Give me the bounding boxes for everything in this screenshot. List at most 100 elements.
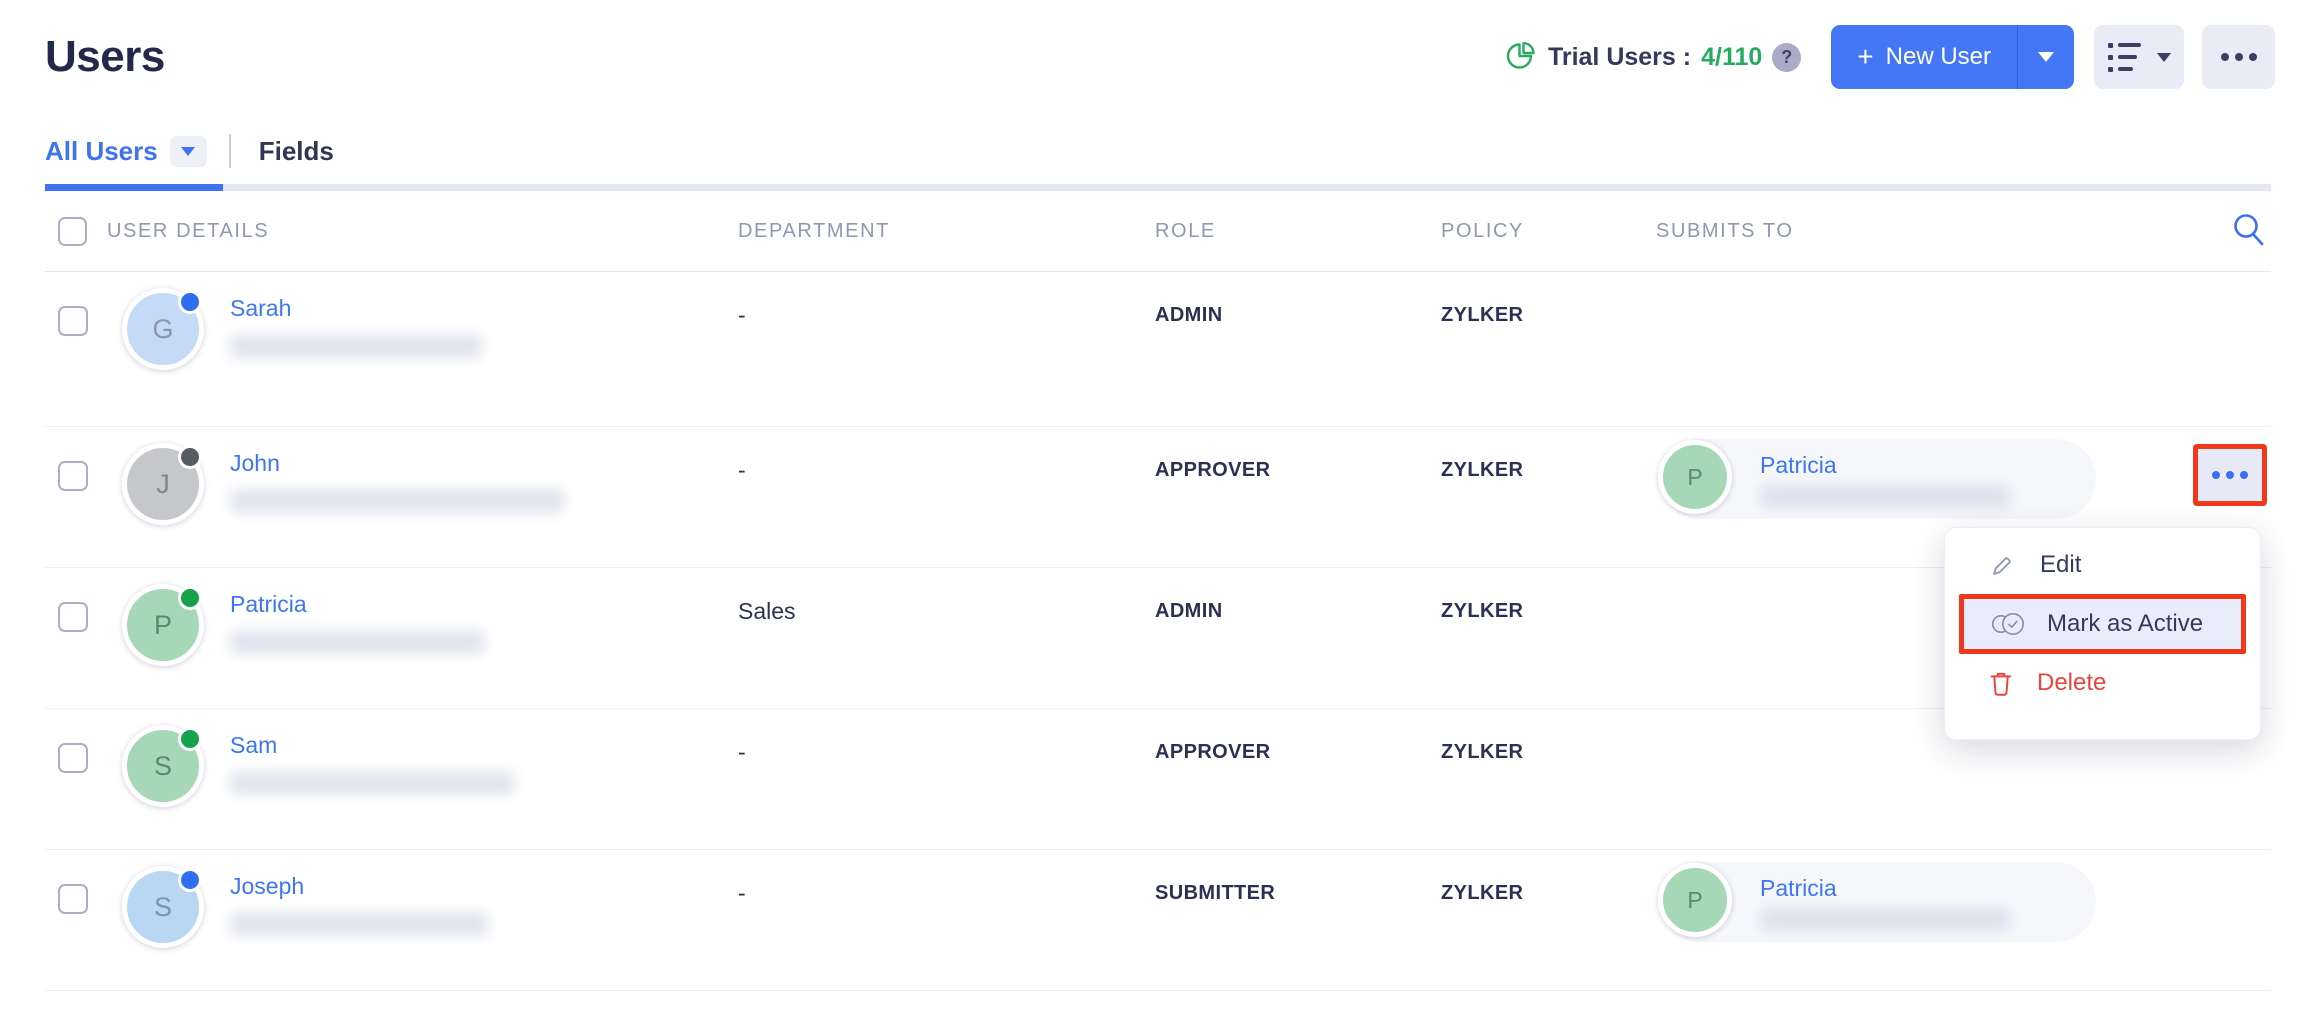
avatar: G	[122, 288, 204, 370]
table-row: J John - APPROVER ZYLKER P Patricia	[45, 427, 2271, 568]
submits-to-chip[interactable]: P Patricia	[1658, 862, 2096, 942]
department-value: -	[738, 302, 746, 328]
caret-down-icon	[2156, 52, 2171, 62]
table-row: S Joseph - SUBMITTER ZYLKER P Patricia	[45, 850, 2271, 991]
tab-underline-active	[45, 184, 223, 191]
toggle-check-icon	[1990, 611, 2027, 637]
submits-to-chip[interactable]: P Patricia	[1658, 439, 2096, 519]
avatar: P	[122, 584, 204, 666]
user-name-link[interactable]: Sam	[230, 732, 278, 758]
submits-to-name-link[interactable]: Patricia	[1760, 452, 1837, 478]
user-name-link[interactable]: John	[230, 450, 280, 476]
avatar-letter: P	[1687, 463, 1703, 490]
policy-value: ZYLKER	[1441, 459, 1524, 481]
help-icon[interactable]: ?	[1772, 42, 1802, 72]
status-dot	[178, 727, 202, 751]
avatar: S	[122, 725, 204, 807]
topbar: Users Trial Users : 4/110 ? + New User	[0, 0, 2316, 90]
avatar-letter: J	[156, 468, 170, 499]
users-table: USER DETAILS DEPARTMENT ROLE POLICY SUBM…	[45, 191, 2271, 991]
status-dot	[178, 586, 202, 610]
trash-icon	[1989, 670, 2013, 697]
policy-value: ZYLKER	[1441, 304, 1524, 326]
row-checkbox[interactable]	[58, 602, 88, 632]
trial-users-label: Trial Users :	[1547, 42, 1692, 71]
department-value: Sales	[738, 598, 796, 624]
avatar: P	[1658, 863, 1732, 937]
status-dot	[178, 868, 202, 892]
redacted-email	[1760, 485, 2010, 508]
search-icon[interactable]	[2231, 211, 2269, 251]
col-department: DEPARTMENT	[738, 219, 890, 242]
tab-all-users-label: All Users	[45, 135, 158, 166]
row-checkbox[interactable]	[58, 306, 88, 336]
menu-item-label: Edit	[2040, 551, 2082, 578]
submits-to-name-link[interactable]: Patricia	[1760, 875, 1837, 901]
avatar-letter: S	[153, 891, 172, 922]
department-value: -	[738, 739, 746, 765]
view-switcher-button[interactable]	[2094, 25, 2184, 89]
menu-item-delete[interactable]: Delete	[1945, 660, 2260, 706]
col-role: ROLE	[1155, 219, 1216, 242]
more-actions-button[interactable]	[2202, 25, 2275, 89]
row-checkbox[interactable]	[58, 884, 88, 914]
row-checkbox[interactable]	[58, 461, 88, 491]
redacted-email	[230, 771, 515, 795]
tabs: All Users Fields	[45, 130, 2271, 172]
page-title: Users	[45, 32, 165, 81]
redacted-email	[230, 334, 482, 358]
new-user-label-wrap: + New User	[1831, 25, 2017, 89]
plus-icon: +	[1857, 41, 1874, 72]
menu-item-label: Delete	[2037, 669, 2107, 696]
redacted-email	[1760, 908, 2010, 931]
redacted-email	[230, 912, 488, 936]
avatar-letter: S	[153, 750, 172, 781]
avatar: J	[122, 443, 204, 525]
all-users-dropdown-button[interactable]	[169, 135, 207, 167]
department-value: -	[738, 457, 746, 483]
user-name-link[interactable]: Sarah	[230, 295, 292, 321]
avatar: P	[1658, 440, 1732, 514]
status-dot	[178, 290, 202, 314]
tab-fields-label: Fields	[258, 135, 334, 166]
menu-item-mark-as-active[interactable]: Mark as Active	[1959, 594, 2246, 654]
tab-fields[interactable]: Fields	[259, 136, 334, 167]
tab-all-users[interactable]: All Users	[45, 135, 207, 167]
ellipsis-icon	[2220, 53, 2257, 61]
select-all-checkbox[interactable]	[58, 216, 87, 246]
role-value: ADMIN	[1155, 600, 1223, 622]
new-user-dropdown-button[interactable]	[2017, 25, 2074, 89]
table-row: G Sarah - ADMIN ZYLKER	[45, 272, 2271, 427]
ellipsis-icon	[2212, 471, 2220, 479]
col-user-details: USER DETAILS	[107, 219, 270, 242]
avatar-letter: P	[1687, 886, 1703, 913]
status-dot	[178, 445, 202, 469]
new-user-button[interactable]: + New User	[1831, 25, 2074, 89]
avatar-letter: G	[152, 313, 174, 344]
caret-down-icon	[2038, 52, 2054, 62]
row-more-actions-button[interactable]	[2193, 444, 2267, 506]
role-value: SUBMITTER	[1155, 882, 1276, 904]
trial-users-count: 4/110	[1701, 42, 1763, 71]
role-value: APPROVER	[1155, 741, 1271, 763]
user-name-link[interactable]: Patricia	[230, 591, 307, 617]
menu-item-edit[interactable]: Edit	[1945, 542, 2260, 588]
new-user-label: New User	[1885, 43, 1991, 70]
role-value: ADMIN	[1155, 304, 1223, 326]
redacted-email	[230, 489, 565, 513]
chevron-down-icon	[181, 146, 196, 156]
col-submits-to: SUBMITS TO	[1656, 219, 1794, 242]
topbar-actions: Trial Users : 4/110 ? + New User	[1504, 25, 2275, 89]
pie-chart-icon	[1504, 40, 1538, 74]
row-context-menu: Edit Mark as Active Delete	[1944, 527, 2261, 740]
tab-underline-track	[45, 184, 2271, 191]
role-value: APPROVER	[1155, 459, 1271, 481]
avatar-letter: P	[153, 609, 172, 640]
redacted-email	[230, 630, 485, 654]
table-row: S Sam - APPROVER ZYLKER	[45, 709, 2271, 850]
policy-value: ZYLKER	[1441, 600, 1524, 622]
user-name-link[interactable]: Joseph	[230, 873, 305, 899]
trial-users-summary: Trial Users : 4/110 ?	[1504, 40, 1802, 74]
table-row: P Patricia Sales ADMIN ZYLKER	[45, 568, 2271, 709]
row-checkbox[interactable]	[58, 743, 88, 773]
